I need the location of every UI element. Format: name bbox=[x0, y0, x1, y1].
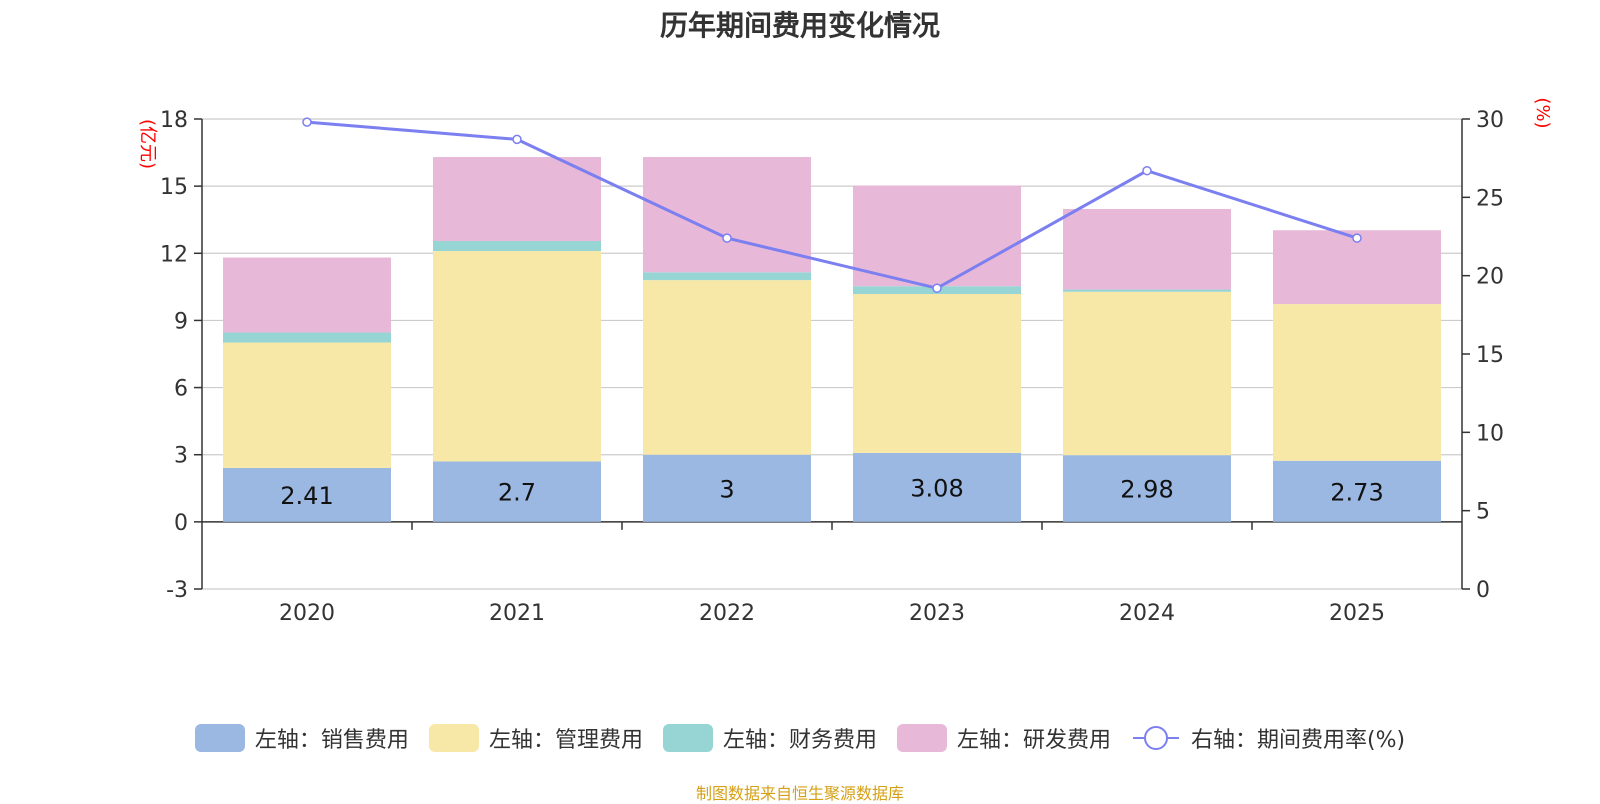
x-axis-label-2022: 2022 bbox=[699, 601, 755, 626]
left-axis-tick-label: 0 bbox=[174, 511, 188, 536]
right-axis-tick-label: 30 bbox=[1476, 108, 1504, 133]
bar-2025-series-0 bbox=[1273, 460, 1441, 522]
bar-2021-series-1 bbox=[433, 251, 601, 462]
legend-label: 右轴：期间费用率(%) bbox=[1190, 728, 1406, 753]
rate-point-2023 bbox=[932, 283, 942, 293]
bar-label-2023: 3.08 bbox=[910, 474, 963, 502]
x-axis-label-2020: 2020 bbox=[279, 601, 335, 626]
legend-swatch bbox=[194, 724, 245, 752]
bar-2020-series-2 bbox=[223, 332, 391, 343]
left-axis-tick-label: 12 bbox=[160, 242, 188, 267]
left-axis-tick-label: -3 bbox=[166, 578, 188, 603]
bar-2022-series-2 bbox=[643, 272, 811, 281]
bar-2024-series-3 bbox=[1063, 208, 1231, 290]
bar-label-2024: 2.98 bbox=[1120, 476, 1173, 504]
rate-point-2020 bbox=[302, 117, 312, 127]
legend-item-4[interactable]: 右轴：期间费用率(%) bbox=[1131, 722, 1405, 754]
bar-2021-series-0 bbox=[433, 461, 601, 522]
legend-item-1[interactable]: 左轴：管理费用 bbox=[428, 722, 643, 754]
right-axis-unit-label: (%) bbox=[1532, 97, 1553, 128]
legend-label: 左轴：销售费用 bbox=[254, 728, 409, 753]
bar-2023-series-0 bbox=[853, 452, 1021, 522]
rate-point-2022 bbox=[722, 233, 732, 243]
right-axis-tick-label: 5 bbox=[1476, 500, 1490, 525]
bar-2024-series-1 bbox=[1063, 291, 1231, 456]
bar-2025-series-1 bbox=[1273, 304, 1441, 461]
bars bbox=[223, 157, 1441, 522]
bar-2023-series-1 bbox=[853, 294, 1021, 453]
legend-item-2[interactable]: 左轴：财务费用 bbox=[662, 722, 877, 754]
bar-2020-series-0 bbox=[223, 467, 391, 522]
legend-swatch bbox=[896, 724, 947, 752]
chart-title: 历年期间费用变化情况 bbox=[659, 9, 940, 42]
legend-label: 左轴：财务费用 bbox=[722, 728, 877, 753]
left-axis-tick-label: 6 bbox=[174, 377, 188, 402]
x-axis-label-2024: 2024 bbox=[1119, 601, 1175, 626]
bar-2022-series-0 bbox=[643, 454, 811, 522]
legend-swatch bbox=[662, 724, 713, 752]
bar-labels: 2.41 2.7 3 3.08 2.98 2.73 bbox=[280, 474, 1383, 509]
right-axis-tick-label: 0 bbox=[1476, 578, 1490, 603]
left-axis-tick-label: 3 bbox=[174, 444, 188, 469]
x-axis-label-2021: 2021 bbox=[489, 601, 545, 626]
left-axis-tick-label: 15 bbox=[160, 175, 188, 200]
rate-point-2024 bbox=[1142, 165, 1152, 176]
left-axis-tick-label: 18 bbox=[160, 108, 188, 133]
right-axis-tick-label: 20 bbox=[1476, 265, 1504, 290]
right-axis-tick-label: 10 bbox=[1476, 421, 1504, 446]
bar-2024-series-2 bbox=[1063, 289, 1231, 292]
bar-2023-series-3 bbox=[853, 185, 1021, 287]
bar-2020-series-3 bbox=[223, 257, 391, 333]
bar-2020-series-1 bbox=[223, 342, 391, 468]
rate-point-2025 bbox=[1352, 233, 1362, 243]
bar-label-2021: 2.7 bbox=[498, 479, 536, 507]
legend-item-3[interactable]: 左轴：研发费用 bbox=[896, 722, 1111, 754]
bar-2021-series-3 bbox=[433, 157, 601, 241]
legend-line-marker bbox=[1132, 726, 1179, 750]
bar-2022-series-3 bbox=[643, 157, 811, 273]
legend-label: 左轴：研发费用 bbox=[956, 728, 1111, 753]
rate-line-path bbox=[306, 120, 1358, 290]
left-axis-tick-label: 9 bbox=[174, 309, 188, 334]
left-axis-unit-label: (亿元) bbox=[137, 119, 158, 169]
right-axis-tick-label: 15 bbox=[1476, 343, 1504, 368]
right-axis-tick-label: 25 bbox=[1476, 186, 1504, 211]
legend: 左轴：销售费用 左轴：管理费用 左轴：财务费用 左轴：研发费用 右轴：期间费用率(%) bbox=[0, 722, 1600, 754]
rate-line bbox=[302, 117, 1362, 293]
rate-point-2021 bbox=[512, 134, 522, 145]
bar-2021-series-2 bbox=[433, 240, 601, 252]
bar-2024-series-0 bbox=[1063, 455, 1231, 522]
data-source-note: 制图数据来自恒生聚源数据库 bbox=[695, 784, 904, 803]
legend-label: 左轴：管理费用 bbox=[488, 728, 643, 753]
bar-label-2025: 2.73 bbox=[1330, 478, 1383, 506]
bar-label-2022: 3 bbox=[719, 475, 734, 503]
x-axis-label-2023: 2023 bbox=[909, 601, 965, 626]
bar-label-2020: 2.41 bbox=[280, 482, 333, 510]
legend-item-0[interactable]: 左轴：销售费用 bbox=[194, 722, 409, 754]
legend-swatch bbox=[428, 724, 479, 752]
bar-2022-series-1 bbox=[643, 280, 811, 455]
x-axis-label-2025: 2025 bbox=[1329, 601, 1385, 626]
